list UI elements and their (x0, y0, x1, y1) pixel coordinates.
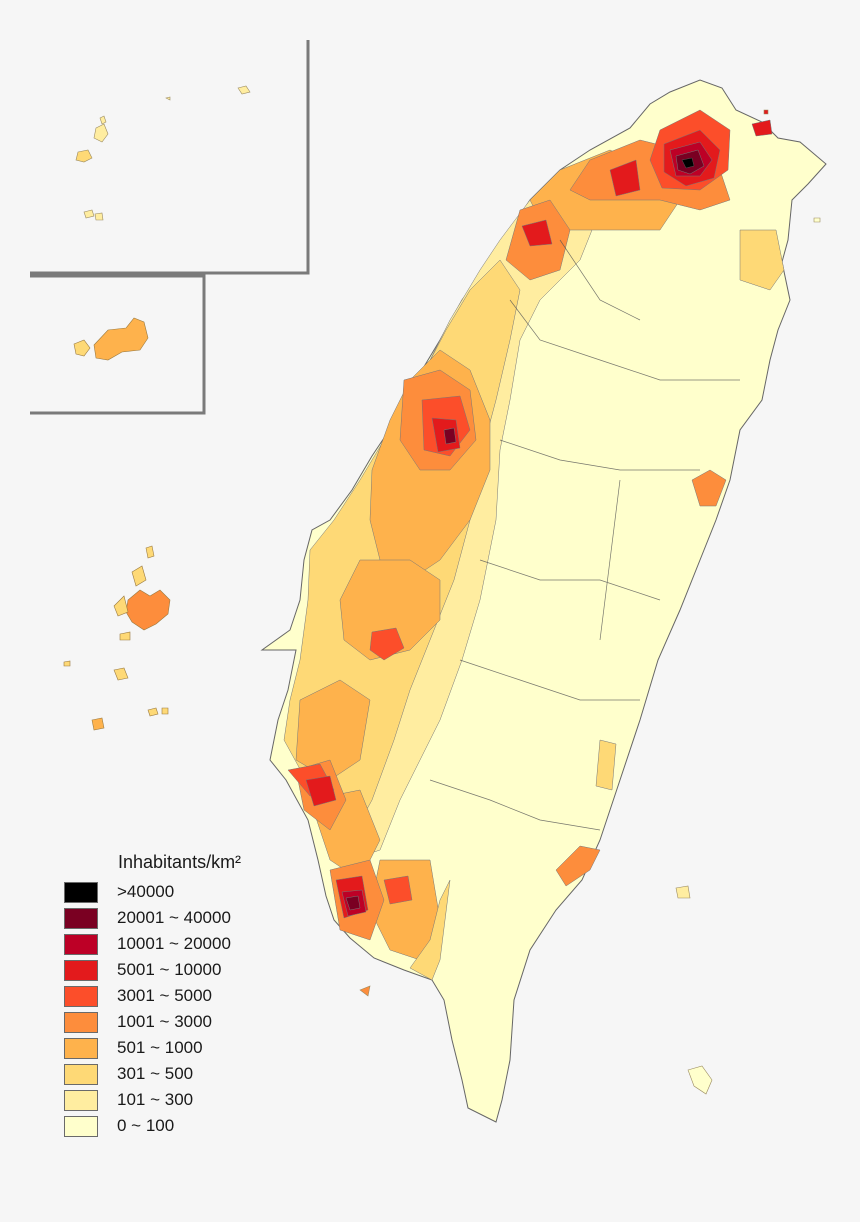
legend-swatch (64, 1115, 98, 1137)
legend-item: >40000 (64, 879, 241, 905)
legend-swatch (64, 1063, 98, 1085)
density-zone-5001-10000-tainan (305, 775, 337, 807)
inset-frames (30, 40, 310, 415)
density-zone-501-1000-chiayi (295, 679, 371, 781)
density-zone-3001-5000-kaohsiung (383, 875, 413, 905)
legend-label: 0 ~ 100 (117, 1116, 175, 1135)
penghu-islands (63, 545, 171, 731)
legend-swatch (64, 933, 98, 955)
inset-frame-matsu (30, 40, 310, 275)
legend-label: 501 ~ 1000 (117, 1038, 203, 1057)
legend-label: 3001 ~ 5000 (117, 986, 213, 1005)
legend-swatch (64, 1011, 98, 1033)
legend-label: 5001 ~ 10000 (117, 960, 222, 979)
inset-frame-kinmen (30, 274, 206, 415)
legend-swatch (64, 907, 98, 929)
density-zone-501-1000-changhua (339, 559, 441, 661)
legend-swatch (64, 959, 98, 981)
density-zone-301-500-pingtung (409, 879, 451, 981)
density-zone-20001-40000-kaohsiung (345, 895, 361, 911)
legend-item: 501 ~ 1000 (64, 1035, 241, 1061)
density-zone-501-1000-yilan (739, 229, 785, 291)
density-zone-5001-10000-keelung (751, 119, 773, 137)
legend-item: 301 ~ 500 (64, 1061, 241, 1087)
taiwan-main-island (260, 79, 827, 1123)
density-zone-5001-10000-hsinchu (521, 219, 553, 247)
legend-label: 1001 ~ 3000 (117, 1012, 213, 1031)
density-zone-501-1000-hualien (691, 469, 727, 507)
legend-item: 20001 ~ 40000 (64, 905, 241, 931)
density-zone-20001-40000-taichung (443, 427, 457, 445)
density-zone-501-1000-taitung (555, 845, 601, 887)
legend-item: 3001 ~ 5000 (64, 983, 241, 1009)
legend-item: 1001 ~ 3000 (64, 1009, 241, 1035)
eastern-islands (359, 109, 821, 1095)
density-zone-3001-5000-chiayi (369, 627, 405, 661)
legend-rows: >40000 20001 ~ 40000 10001 ~ 20000 5001 ~ 1… (64, 879, 241, 1139)
legend-label: >40000 (117, 882, 175, 901)
legend-swatch (64, 881, 98, 903)
legend-label: 10001 ~ 20000 (117, 934, 231, 953)
legend-item: 5001 ~ 10000 (64, 957, 241, 983)
legend-title: Inhabitants/km² (118, 852, 242, 872)
legend-swatch (64, 1037, 98, 1059)
legend-swatch (64, 985, 98, 1007)
legend: Inhabitants/km² >40000 20001 ~ 40000 10001… (64, 852, 241, 1139)
legend-label: 20001 ~ 40000 (117, 908, 231, 927)
legend-swatch (64, 1089, 98, 1111)
county-boundaries (429, 239, 740, 831)
legend-item: 101 ~ 300 (64, 1087, 241, 1113)
legend-item: 10001 ~ 20000 (64, 931, 241, 957)
kinmen-islands (73, 317, 149, 361)
matsu-islands (75, 85, 251, 221)
legend-item: 0 ~ 100 (64, 1113, 241, 1139)
legend-label: 101 ~ 300 (117, 1090, 194, 1109)
legend-label: 301 ~ 500 (117, 1064, 194, 1083)
density-zone-301-500-east-coast (595, 739, 617, 791)
density-zone-5001-10000-taoyuan (609, 159, 641, 197)
density-zone-over-40000-taipei (681, 157, 695, 169)
